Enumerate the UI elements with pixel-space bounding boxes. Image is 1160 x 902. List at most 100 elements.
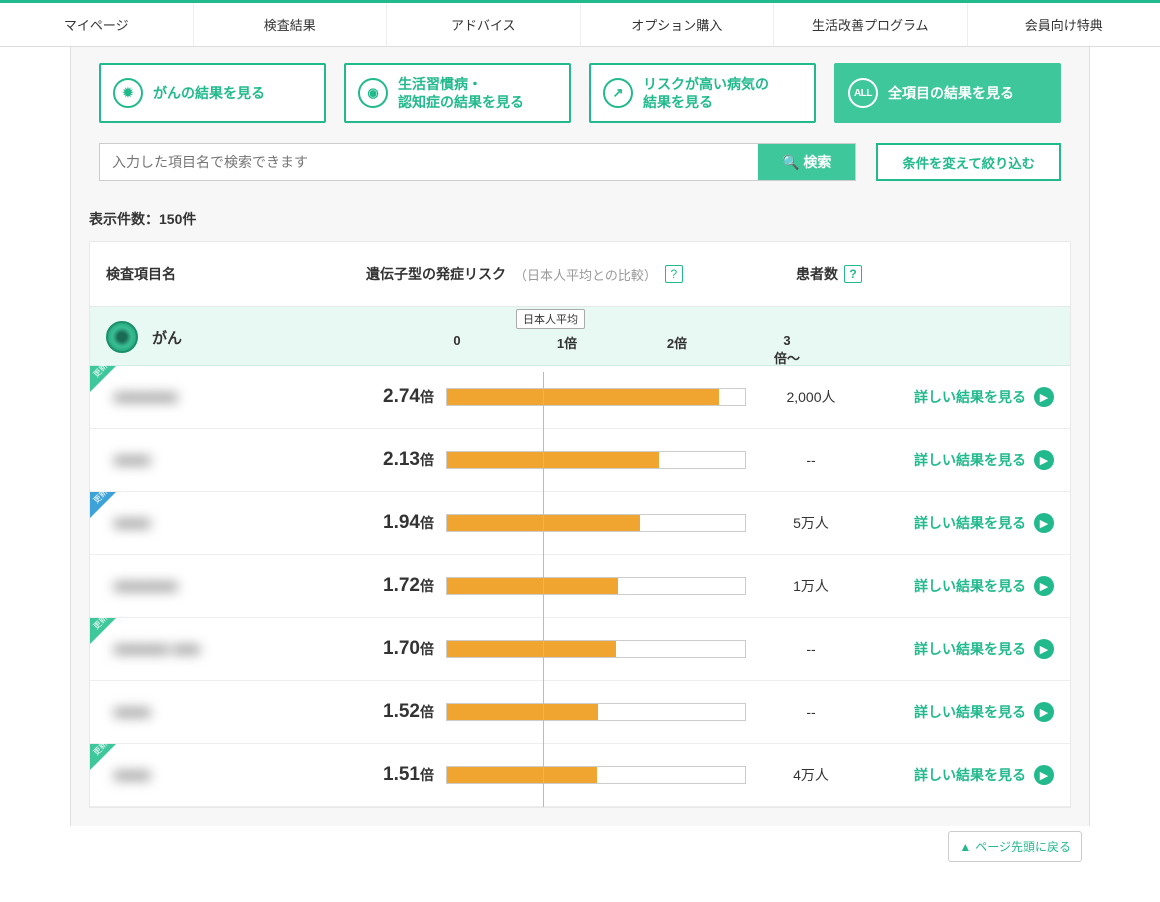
main-panel: ✹ がんの結果を見る ◉ 生活習慣病・ 認知症の結果を見る ↗ リスクが高い病気…: [70, 47, 1090, 826]
category-row: がん 日本人平均 0 1倍 2倍 3倍〜: [90, 307, 1070, 366]
nav-item-3[interactable]: オプション購入: [581, 3, 775, 46]
tick-0: 0: [442, 333, 472, 367]
row-value: 1.70倍: [366, 638, 446, 660]
risk-header-sub: （日本人平均との比較）: [514, 265, 657, 284]
nav-item-1[interactable]: 検査結果: [194, 3, 388, 46]
btn-all[interactable]: ALL 全項目の結果を見る: [834, 63, 1061, 123]
row-detail: 詳しい結果を見る ▶: [876, 513, 1054, 533]
row-value: 1.94倍: [366, 512, 446, 534]
detail-link[interactable]: 詳しい結果を見る: [914, 513, 1026, 533]
detail-link[interactable]: 詳しい結果を見る: [914, 450, 1026, 470]
table-row: ■■■■2.13倍 -- 詳しい結果を見る ▶: [90, 429, 1070, 492]
row-detail: 詳しい結果を見る ▶: [876, 576, 1054, 596]
btn-highrisk-label: リスクが高い病気の 結果を見る: [643, 75, 769, 111]
row-bar: [446, 387, 746, 407]
results-table: 検査項目名 遺伝子型の発症リスク （日本人平均との比較） ? 患者数 ? がん …: [89, 241, 1071, 808]
risk-header-main: 遺伝子型の発症リスク: [366, 264, 506, 284]
search-button-label: 検索: [803, 154, 831, 170]
btn-highrisk[interactable]: ↗ リスクが高い病気の 結果を見る: [589, 63, 816, 123]
btn-cancer[interactable]: ✹ がんの結果を見る: [99, 63, 326, 123]
category-icon: [106, 321, 138, 353]
all-icon: ALL: [848, 78, 878, 108]
row-name: ■■■■: [106, 767, 366, 784]
row-detail: 詳しい結果を見る ▶: [876, 639, 1054, 659]
category-title: がん: [152, 327, 182, 348]
help-icon[interactable]: ?: [665, 265, 683, 283]
filter-button[interactable]: 条件を変えて絞り込む: [876, 143, 1061, 181]
chevron-right-icon: ▶: [1034, 450, 1054, 470]
row-name: ■■■■■■■: [106, 389, 366, 406]
row-name: ■■■■: [106, 452, 366, 469]
search-icon: 🔍: [782, 154, 799, 170]
search-input[interactable]: [100, 144, 758, 180]
detail-link[interactable]: 詳しい結果を見る: [914, 702, 1026, 722]
row-name: ■■■■: [106, 515, 366, 532]
avg-vertical-line: [543, 372, 544, 807]
row-name: ■■■■■■■: [106, 578, 366, 595]
row-bar: [446, 639, 746, 659]
col-patients-header: 患者数 ?: [796, 264, 926, 284]
row-bar: [446, 450, 746, 470]
axis-ticks: 0 1倍 2倍 3倍〜: [442, 333, 802, 367]
table-row: ■■■■■■■1.72倍1万人詳しい結果を見る▶: [90, 555, 1070, 618]
help-icon[interactable]: ?: [844, 265, 862, 283]
row-value: 2.74倍: [366, 386, 446, 408]
btn-all-label: 全項目の結果を見る: [888, 84, 1014, 102]
detail-link[interactable]: 詳しい結果を見る: [914, 639, 1026, 659]
row-detail: 詳しい結果を見る ▶: [876, 765, 1054, 785]
chevron-right-icon: ▶: [1034, 765, 1054, 785]
search-row: 🔍 検索 条件を変えて絞り込む: [89, 143, 1071, 181]
row-detail: 詳しい結果を見る ▶: [876, 450, 1054, 470]
row-name: ■■■■■■ ■■■: [106, 641, 366, 658]
tick-1: 1倍: [552, 333, 582, 367]
search-button[interactable]: 🔍 検索: [758, 144, 855, 180]
row-value: 1.72倍: [366, 575, 446, 597]
arrow-up-right-icon: ↗: [603, 78, 633, 108]
row-name: ■■■■: [106, 704, 366, 721]
btn-lifestyle-label: 生活習慣病・ 認知症の結果を見る: [398, 75, 524, 111]
btn-lifestyle[interactable]: ◉ 生活習慣病・ 認知症の結果を見る: [344, 63, 571, 123]
col-name-header: 検査項目名: [106, 264, 366, 284]
row-patients: --: [746, 452, 876, 468]
nav-item-4[interactable]: 生活改善プログラム: [774, 3, 968, 46]
row-patients: 5万人: [746, 513, 876, 533]
nav-item-5[interactable]: 会員向け特典: [968, 3, 1160, 46]
starburst-icon: ✹: [113, 78, 143, 108]
axis-avg-label: 日本人平均: [516, 309, 585, 329]
table-row: 更新■■■■1.94倍5万人詳しい結果を見る▶: [90, 492, 1070, 555]
row-bar: [446, 765, 746, 785]
top-nav: マイページ検査結果アドバイスオプション購入生活改善プログラム会員向け特典: [0, 0, 1160, 47]
tick-2: 2倍: [662, 333, 692, 367]
chevron-right-icon: ▶: [1034, 702, 1054, 722]
detail-link[interactable]: 詳しい結果を見る: [914, 387, 1026, 407]
search-box: 🔍 検索: [99, 143, 856, 181]
row-patients: 4万人: [746, 765, 876, 785]
table-row: 更新■■■■1.51倍4万人詳しい結果を見る▶: [90, 744, 1070, 807]
row-value: 1.51倍: [366, 764, 446, 786]
row-detail: 詳しい結果を見る▶: [876, 387, 1054, 407]
table-row: ■■■■1.52倍 -- 詳しい結果を見る ▶: [90, 681, 1070, 744]
row-detail: 詳しい結果を見る ▶: [876, 702, 1054, 722]
row-value: 1.52倍: [366, 701, 446, 723]
table-header: 検査項目名 遺伝子型の発症リスク （日本人平均との比較） ? 患者数 ?: [90, 242, 1070, 307]
nav-item-0[interactable]: マイページ: [0, 3, 194, 46]
nav-item-2[interactable]: アドバイス: [387, 3, 581, 46]
detail-link[interactable]: 詳しい結果を見る: [914, 765, 1026, 785]
row-bar: [446, 702, 746, 722]
bowl-icon: ◉: [358, 78, 388, 108]
row-patients: --: [746, 704, 876, 720]
row-bar: [446, 513, 746, 533]
tick-3: 3倍〜: [772, 333, 802, 367]
row-value: 2.13倍: [366, 449, 446, 471]
row-bar: [446, 576, 746, 596]
result-count: 表示件数：150件: [89, 181, 1071, 241]
row-patients: 2,000人: [746, 387, 876, 407]
chevron-right-icon: ▶: [1034, 639, 1054, 659]
detail-link[interactable]: 詳しい結果を見る: [914, 576, 1026, 596]
chevron-right-icon: ▶: [1034, 576, 1054, 596]
row-patients: --: [746, 641, 876, 657]
table-row: 更新■■■■■■ ■■■1.70倍--詳しい結果を見る▶: [90, 618, 1070, 681]
category-buttons: ✹ がんの結果を見る ◉ 生活習慣病・ 認知症の結果を見る ↗ リスクが高い病気…: [89, 47, 1071, 143]
back-to-top-button[interactable]: ページ先頭に戻る: [948, 831, 1082, 862]
chevron-right-icon: ▶: [1034, 513, 1054, 533]
